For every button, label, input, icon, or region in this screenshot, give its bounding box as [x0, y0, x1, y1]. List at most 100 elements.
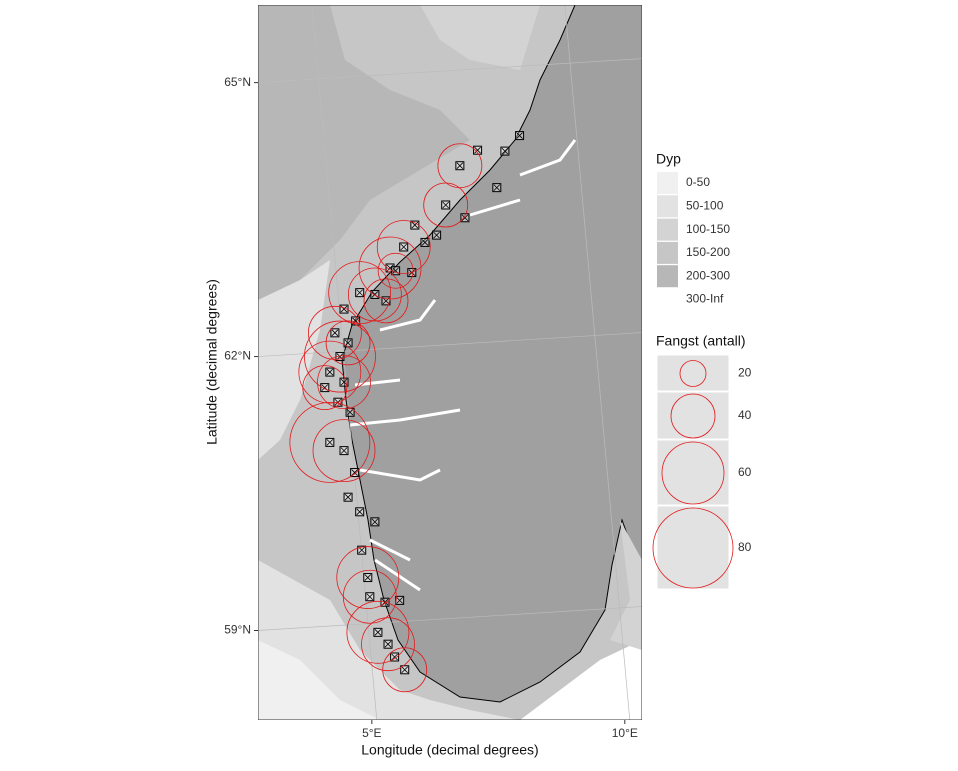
legend-circle: [652, 507, 734, 589]
marker-cross: [356, 508, 363, 516]
legend-circle: [679, 360, 707, 387]
catch-circle: [317, 355, 371, 410]
marker-cross: [326, 439, 334, 446]
marker-cross: [351, 469, 358, 476]
legend-title: Fangst (antall): [656, 333, 745, 349]
legend-key: [656, 505, 730, 590]
legend-label: 80: [738, 540, 752, 554]
marker-cross: [374, 629, 382, 636]
catch-circle: [336, 546, 400, 609]
legend-circle: [661, 441, 725, 505]
x-tick-label: 5°E: [362, 726, 381, 740]
legend-label: 50-100: [686, 198, 724, 212]
y-tick-label: 59°N: [224, 623, 251, 637]
legend-key: [656, 354, 730, 392]
marker-cross: [358, 546, 365, 554]
grid-line: [258, 58, 642, 83]
y-axis-title: Latitude (decimal degrees): [204, 279, 220, 445]
legend-label: 200-300: [686, 268, 730, 282]
legend-key: [656, 439, 730, 506]
legend-key: [657, 265, 678, 288]
catch-circle: [361, 617, 415, 672]
marker-cross: [391, 653, 398, 661]
marker-cross: [396, 597, 403, 604]
catch-circle: [312, 419, 376, 483]
marker-cross: [346, 408, 354, 416]
legend-circle: [670, 393, 716, 439]
land: [341, 5, 642, 703]
legend-label: 20: [738, 366, 752, 380]
marker-cross: [340, 447, 348, 454]
marker-cross: [344, 339, 352, 347]
marker-cross: [433, 231, 440, 239]
legend-key: [657, 218, 678, 241]
catch-circle: [347, 267, 402, 322]
bathymetry: [258, 640, 380, 720]
marker-cross: [516, 132, 523, 139]
bathymetry: [258, 260, 330, 460]
axes: 5°E 10°E 59°N 62°N 65°N: [224, 75, 638, 740]
marker-cross: [461, 214, 469, 222]
x-tick-label: 10°E: [612, 726, 638, 740]
graticule: [258, 5, 642, 720]
map-panel: [258, 5, 642, 720]
legend-title: Dyp: [656, 151, 681, 167]
marker-cross: [456, 162, 464, 169]
marker-cross: [501, 147, 509, 155]
marker-cross: [371, 518, 379, 526]
marker-cross: [356, 289, 363, 296]
catch-circle: [423, 182, 469, 228]
legend-label: 0-50: [686, 175, 710, 189]
marker-cross: [384, 640, 392, 648]
legend-label: 300-Inf: [686, 292, 724, 306]
catch-circle: [304, 320, 376, 393]
marker-cross: [364, 574, 372, 581]
marker-cross: [493, 184, 501, 191]
y-tick-label: 62°N: [224, 349, 251, 363]
bathymetry: [258, 5, 540, 70]
marker-cross: [401, 666, 409, 674]
grid-line: [564, 5, 631, 720]
x-axis-title: Longitude (decimal degrees): [361, 742, 538, 758]
legend-label: 100-150: [686, 222, 730, 236]
catch-circle: [382, 647, 428, 693]
bathymetry: [258, 560, 520, 720]
marker-cross: [411, 221, 419, 229]
legend-key: [656, 391, 730, 440]
legend-label: 150-200: [686, 245, 730, 259]
points: [289, 131, 525, 693]
y-tick-label: 65°N: [224, 75, 251, 89]
catch-circle: [302, 365, 348, 411]
marker-cross: [366, 593, 374, 601]
catch-circle: [346, 600, 410, 664]
neighbour-land: [610, 520, 642, 650]
legend-label: 60: [738, 465, 752, 479]
bathymetry: [258, 5, 470, 310]
catch-circle: [325, 320, 371, 366]
grid-line: [258, 606, 642, 631]
catch-circle: [298, 340, 362, 404]
marker-cross: [326, 368, 334, 376]
grid-line: [258, 332, 642, 357]
marker-cross: [442, 201, 449, 209]
legend-key: [657, 241, 678, 264]
marker-cross: [400, 243, 407, 251]
marker-cross: [344, 493, 352, 501]
marker-cross: [474, 146, 481, 154]
legend-key: [657, 288, 678, 311]
catch-circle: [308, 305, 362, 360]
bathymetry: [520, 640, 642, 720]
marker-cross: [340, 378, 348, 386]
catch-circle: [342, 569, 397, 624]
marker-cross: [421, 239, 429, 246]
marker-cross: [331, 329, 339, 337]
catch-circle: [363, 278, 409, 324]
fjords: [349, 139, 577, 592]
legend-key: [657, 172, 678, 194]
legend: 0-50 50-100 100-150 150-200 200-300 300-Inf 20…: [652, 172, 752, 590]
catch-circle: [377, 252, 414, 289]
catch-circle: [289, 402, 371, 483]
legend-label: 40: [738, 408, 752, 422]
legend-key: [657, 195, 678, 218]
